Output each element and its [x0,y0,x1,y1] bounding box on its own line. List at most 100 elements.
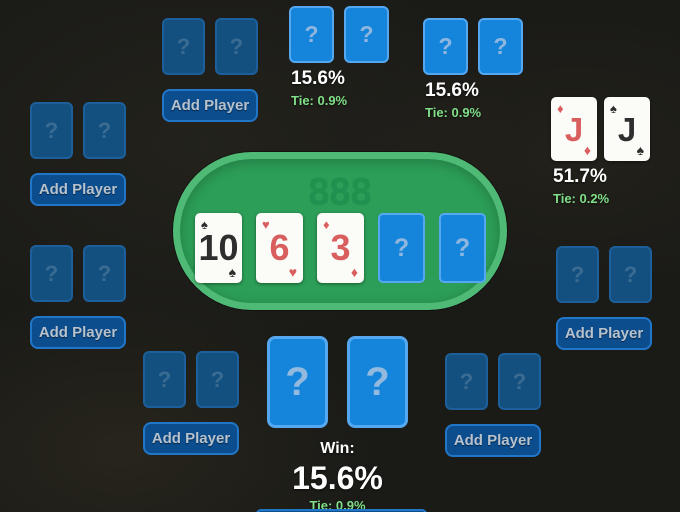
empty-card-slot[interactable]: ? [30,245,73,302]
unknown-card-glyph: ? [285,360,310,404]
card-pair: ? ? [143,351,239,408]
unknown-card-glyph: ? [44,117,59,143]
seat-hero: ? ? Win: 15.6% Tie: 0.9% [267,336,408,512]
spade-icon: ♠ [228,264,236,280]
card-10-spades[interactable]: ♠ 10 ♠ [195,213,242,283]
add-player-button[interactable]: Add Player [30,173,126,206]
seat-bottom-right: ? ? Add Player [445,353,541,457]
cut-off-bottom-button[interactable] [256,509,427,512]
empty-card-slot[interactable]: ? [215,18,258,75]
win-percentage: 15.6% [291,68,345,89]
unknown-card-glyph: ? [44,260,59,286]
card-pair: ? ? [267,336,408,428]
tie-percentage: Tie: 0.2% [553,191,610,206]
card-pair: ? ? [162,18,258,75]
card-pair: ? ? [556,246,652,303]
card-jack-diamonds[interactable]: ♦ J ♦ [551,97,597,161]
unknown-card-glyph: ? [359,21,374,47]
add-player-button[interactable]: Add Player [556,317,652,350]
unknown-card-glyph: ? [459,368,474,394]
empty-card-slot[interactable]: ? [556,246,599,303]
card-rank: 10 [198,227,239,268]
unknown-card-glyph: ? [157,366,172,392]
empty-card-slot[interactable]: ? [83,245,126,302]
heart-icon: ♥ [288,264,297,280]
card-pair: ? ? [445,353,541,410]
card-rank: J [617,110,637,148]
diamond-icon: ♦ [350,264,358,280]
seat-right-middle: ? ? Add Player [556,246,652,350]
unknown-card-glyph: ? [365,360,390,404]
unknown-card-glyph: ? [304,21,319,47]
community-cards: ♠ 10 ♠ ♥ 6 ♥ ♦ 3 ♦ ? ? [195,213,486,283]
seat-bottom-left: ? ? Add Player [143,351,239,455]
seat-top-center: ? ? 15.6% Tie: 0.9% [289,6,389,108]
empty-card-slot[interactable]: ? [196,351,239,408]
card-pair: ? ? [423,18,523,75]
unknown-card-glyph: ? [229,33,244,59]
hidden-board-card[interactable]: ? [378,213,425,283]
tie-percentage: Tie: 0.9% [291,93,348,108]
heart-icon: ♥ [262,217,270,232]
hero-stats: Win: 15.6% Tie: 0.9% [267,440,408,512]
card-rank: 6 [269,227,290,268]
win-percentage: 51.7% [553,166,607,187]
tie-percentage: Tie: 0.9% [425,105,482,120]
empty-card-slot[interactable]: ? [609,246,652,303]
empty-card-slot[interactable]: ? [445,353,488,410]
seat-left-top: ? ? Add Player [30,102,126,206]
unknown-card-glyph: ? [176,33,191,59]
unknown-card-glyph: ? [512,368,527,394]
unknown-card-glyph: ? [454,233,471,262]
unknown-card-glyph: ? [570,261,585,287]
diamond-icon: ♦ [557,101,564,116]
seat-right: ♦ J ♦ ♠ J ♠ 51.7% Tie: 0.2% [551,97,650,206]
unknown-card-glyph: ? [438,33,453,59]
card-6-hearts[interactable]: ♥ 6 ♥ [256,213,303,283]
win-percentage: 15.6% [292,460,383,496]
hidden-hole-card[interactable]: ? [478,18,523,75]
unknown-card-glyph: ? [210,366,225,392]
spade-icon: ♠ [610,101,617,116]
card-3-diamonds[interactable]: ♦ 3 ♦ [317,213,364,283]
hidden-board-card[interactable]: ? [439,213,486,283]
card-pair: ? ? [289,6,389,63]
hidden-hole-card[interactable]: ? [347,336,408,428]
unknown-card-glyph: ? [493,33,508,59]
spade-icon: ♠ [636,142,644,158]
hidden-hole-card[interactable]: ? [267,336,328,428]
seat-left-middle: ? ? Add Player [30,245,126,349]
win-percentage: 15.6% [425,80,479,101]
win-label: Win: [320,440,355,457]
add-player-button[interactable]: Add Player [162,89,258,122]
empty-card-slot[interactable]: ? [162,18,205,75]
hidden-hole-card[interactable]: ? [423,18,468,75]
unknown-card-glyph: ? [97,260,112,286]
add-player-button[interactable]: Add Player [30,316,126,349]
seat-top-left: ? ? Add Player [162,18,258,122]
diamond-icon: ♦ [323,217,330,232]
unknown-card-glyph: ? [97,117,112,143]
table-brand-logo: 888 [308,171,372,213]
empty-card-slot[interactable]: ? [30,102,73,159]
spade-icon: ♠ [201,217,208,232]
card-pair: ♦ J ♦ ♠ J ♠ [551,97,650,161]
card-pair: ? ? [30,102,126,159]
card-rank: J [564,110,584,148]
hidden-hole-card[interactable]: ? [344,6,389,63]
card-pair: ? ? [30,245,126,302]
card-jack-spades[interactable]: ♠ J ♠ [604,97,650,161]
diamond-icon: ♦ [583,142,591,158]
empty-card-slot[interactable]: ? [83,102,126,159]
card-rank: 3 [330,227,351,268]
add-player-button[interactable]: Add Player [445,424,541,457]
tie-percentage: Tie: 0.9% [309,498,366,512]
empty-card-slot[interactable]: ? [498,353,541,410]
hidden-hole-card[interactable]: ? [289,6,334,63]
unknown-card-glyph: ? [393,233,410,262]
add-player-button[interactable]: Add Player [143,422,239,455]
seat-top-right: ? ? 15.6% Tie: 0.9% [423,18,523,120]
unknown-card-glyph: ? [623,261,638,287]
empty-card-slot[interactable]: ? [143,351,186,408]
